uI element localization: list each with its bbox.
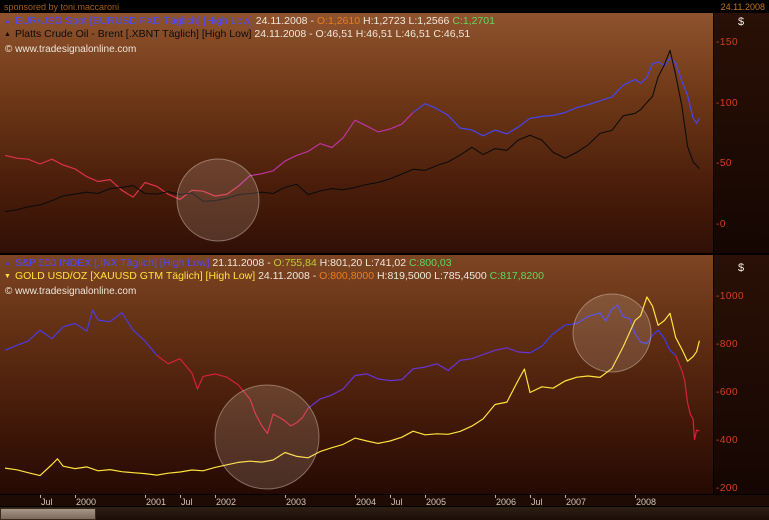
legend-panel-top: ▲ EUR/USD Spot [EURUSD FXD Täglich] [High…	[4, 15, 495, 41]
x-axis-tick	[530, 495, 531, 498]
legend-text: 24.11.2008 -	[255, 15, 317, 27]
sponsor-bar: sponsored by toni.maccaroni 24.11.2008	[0, 0, 769, 13]
watermark-top: © www.tradesignalonline.com	[5, 44, 137, 55]
legend-text: 24.11.2008 -	[258, 270, 320, 282]
legend-text: H:819,5000 L:785,4500	[376, 270, 490, 282]
y-axis-tick-label: -400	[716, 435, 739, 446]
x-axis-tick-label: 2004	[356, 497, 377, 507]
series-marker-icon: ▲	[4, 31, 11, 38]
x-axis-tick	[75, 495, 76, 498]
x-axis-tick	[355, 495, 356, 498]
watermark-bottom: © www.tradesignalonline.com	[5, 286, 137, 297]
legend-text: H:801,20 L:741,02	[319, 257, 409, 269]
x-axis-tick-label: 2006	[496, 497, 517, 507]
y-axis-tick-label: -100	[716, 97, 739, 109]
price-axis-top[interactable]	[713, 13, 769, 253]
x-axis-tick-label: Jul	[391, 497, 403, 507]
x-axis-tick	[425, 495, 426, 498]
x-axis-tick	[145, 495, 146, 498]
x-axis-tick	[40, 495, 41, 498]
legend-text: Platts Crude Oil - Brent [.XBNT Täglich]…	[14, 28, 255, 40]
x-axis-tick	[635, 495, 636, 498]
legend-text: S&P 500 INDEX [.INX Täglich] [High Low]	[14, 257, 213, 269]
legend-text: O:800,8000	[319, 270, 377, 282]
x-axis-tick	[565, 495, 566, 498]
legend-text: C:1,2701	[452, 15, 495, 27]
legend-text: EUR/USD Spot [EURUSD FXD Täglich] [High …	[14, 15, 256, 27]
y-axis-tick-label: -600	[716, 387, 739, 398]
legend-text: C:800,03	[408, 257, 452, 269]
legend-entry[interactable]: ▲ EUR/USD Spot [EURUSD FXD Täglich] [High…	[4, 15, 495, 28]
legend-entry[interactable]: ▲ S&P 500 INDEX [.INX Täglich] [High Low]…	[4, 257, 544, 270]
series-marker-icon: ▼	[4, 273, 11, 280]
x-axis-tick-label: 2000	[76, 497, 97, 507]
series-marker-icon: ▲	[4, 260, 11, 267]
y-axis-tick-label: -50	[716, 158, 732, 170]
x-axis-tick-label: Jul	[41, 497, 53, 507]
series-marker-icon: ▲	[4, 18, 11, 25]
x-axis-tick	[390, 495, 391, 498]
legend-entry[interactable]: ▼ GOLD USD/OZ [XAUUSD GTM Täglich] [High …	[4, 270, 544, 283]
legend-text: O:755,84	[273, 257, 320, 269]
x-axis-tick-label: 2003	[286, 497, 307, 507]
x-axis-tick-label: 2007	[566, 497, 587, 507]
y-axis-tick-label: -150	[716, 37, 739, 48]
horizontal-scrollbar[interactable]	[0, 506, 769, 520]
x-axis-tick-label: 2002	[216, 497, 237, 507]
x-axis-tick-label: Jul	[181, 497, 193, 507]
legend-text: C:817,8200	[489, 270, 544, 282]
x-axis-tick	[180, 495, 181, 498]
axis-currency-label: $	[737, 16, 745, 28]
y-axis-tick-label: -800	[716, 339, 739, 350]
sponsor-text: sponsored by toni.maccaroni	[4, 1, 120, 12]
x-axis-tick-label: 2005	[426, 497, 447, 507]
legend-panel-bottom: ▲ S&P 500 INDEX [.INX Täglich] [High Low]…	[4, 257, 544, 283]
x-axis-tick	[215, 495, 216, 498]
x-axis-tick	[285, 495, 286, 498]
y-axis-tick-label: -1000	[716, 291, 745, 302]
x-axis-tick-label: Jul	[531, 497, 543, 507]
x-axis-tick-label: 2008	[636, 497, 657, 507]
legend-text: O:1,2610	[316, 15, 363, 27]
axis-currency-label: $	[737, 262, 745, 274]
y-axis-tick-label: -0	[716, 219, 726, 230]
legend-text: 24.11.2008 - O:46,51 H:46,51 L:46,51 C:4…	[254, 28, 471, 40]
legend-text: GOLD USD/OZ [XAUUSD GTM Täglich] [High L…	[14, 270, 259, 282]
y-axis-tick-label: -200	[716, 483, 739, 494]
price-axis-bottom[interactable]	[713, 255, 769, 494]
scrollbar-thumb[interactable]	[0, 508, 96, 520]
legend-entry[interactable]: ▲ Platts Crude Oil - Brent [.XBNT Täglich…	[4, 28, 495, 41]
x-axis-tick	[495, 495, 496, 498]
legend-text: 21.11.2008 -	[212, 257, 274, 269]
time-axis: Jul 2000 2001 Jul 2002 2003 2004 Jul 2005 2006 Jul…	[0, 494, 769, 507]
titlebar-date: 24.11.2008	[720, 1, 765, 12]
legend-text: H:1,2723 L:1,2566	[362, 15, 453, 27]
x-axis-tick-label: 2001	[146, 497, 167, 507]
panel-divider	[0, 253, 769, 255]
